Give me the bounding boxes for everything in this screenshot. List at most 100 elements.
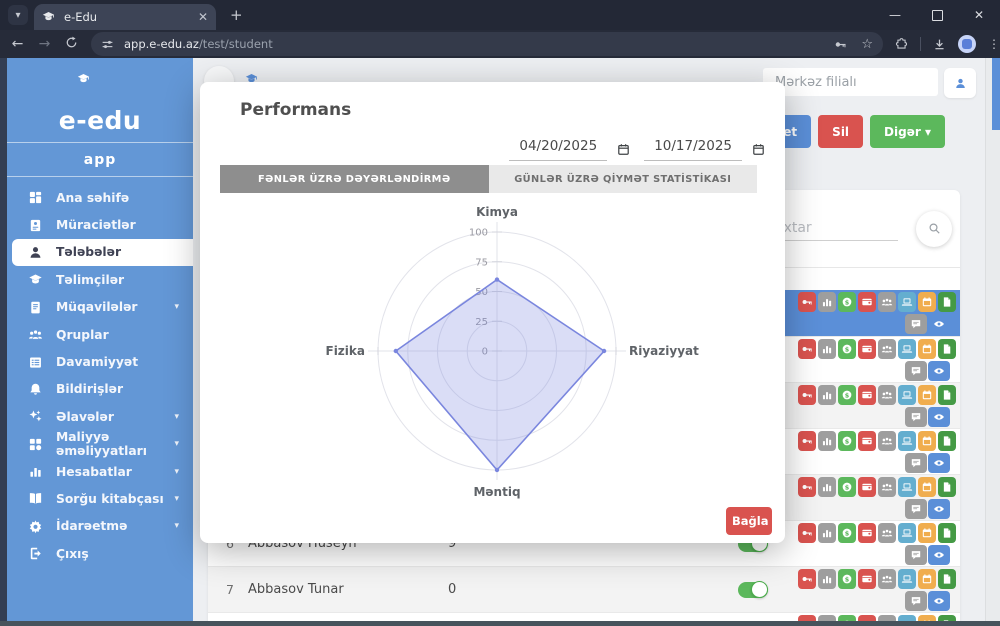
chart-action-button[interactable]: [817, 568, 836, 589]
users-action-button[interactable]: [877, 476, 896, 497]
file-action-button[interactable]: [937, 430, 956, 451]
chat-action-button[interactable]: [904, 590, 927, 611]
site-settings-icon[interactable]: [101, 38, 114, 51]
sidebar-item-notifications[interactable]: Bildirişlər: [7, 376, 193, 403]
wallet-action-button[interactable]: [857, 476, 876, 497]
wallet-action-button[interactable]: [857, 384, 876, 405]
window-close-button[interactable]: ✕: [973, 8, 985, 22]
eye-action-button[interactable]: [928, 406, 950, 427]
dollar-action-button[interactable]: $: [837, 430, 856, 451]
wallet-action-button[interactable]: [857, 430, 876, 451]
date-to-value[interactable]: 10/17/2025: [644, 138, 742, 161]
calendar-action-button[interactable]: [917, 476, 936, 497]
sidebar-item-groups[interactable]: Qruplar: [7, 321, 193, 348]
chat-action-button[interactable]: [904, 544, 927, 565]
wallet-action-button[interactable]: [857, 292, 876, 312]
browser-menu-icon[interactable]: ⋮: [988, 37, 1000, 51]
tab-search-button[interactable]: ▾: [8, 5, 28, 25]
eye-action-button[interactable]: [928, 452, 950, 473]
sidebar-item-reports[interactable]: Hesabatlar ▾: [7, 458, 193, 485]
chat-action-button[interactable]: [904, 360, 927, 381]
key-action-button[interactable]: [797, 568, 816, 589]
laptop-action-button[interactable]: [897, 338, 916, 359]
eye-action-button[interactable]: [928, 360, 950, 381]
chat-action-button[interactable]: [904, 452, 927, 473]
sidebar-item-dashboard[interactable]: Ana səhifə: [7, 184, 193, 211]
calendar-icon[interactable]: [617, 143, 630, 156]
file-action-button[interactable]: [937, 384, 956, 405]
dollar-action-button[interactable]: $: [837, 568, 856, 589]
forward-button[interactable]: →: [38, 36, 51, 52]
profile-avatar[interactable]: [958, 35, 976, 53]
laptop-action-button[interactable]: [897, 384, 916, 405]
page-scrollbar-thumb[interactable]: [992, 58, 1000, 130]
browser-tab[interactable]: e-Edu ✕: [34, 4, 216, 30]
table-row[interactable]: 7 Abbasov Tunar 0 $: [208, 566, 960, 612]
tab-daily-grade-statistics[interactable]: GÜNLƏR ÜZRƏ QİYMƏT STATİSTİKASI: [488, 165, 757, 193]
other-dropdown-button[interactable]: Digər ▾: [870, 115, 945, 148]
status-toggle[interactable]: [738, 580, 768, 598]
chart-action-button[interactable]: [817, 522, 836, 543]
address-bar[interactable]: app.e-edu.az/test/student ☆: [91, 32, 883, 56]
sidebar-item-applications[interactable]: Müraciətlər: [7, 211, 193, 238]
file-action-button[interactable]: [937, 338, 956, 359]
dollar-action-button[interactable]: $: [837, 522, 856, 543]
sidebar-item-student[interactable]: Tələbələr: [12, 238, 193, 267]
laptop-action-button[interactable]: [897, 522, 916, 543]
chart-action-button[interactable]: [817, 476, 836, 497]
chart-action-button[interactable]: [817, 430, 836, 451]
sidebar-item-extras[interactable]: Əlavələr ▾: [7, 403, 193, 430]
file-action-button[interactable]: [937, 292, 956, 312]
sidebar-item-handbook[interactable]: Sorğu kitabçası ▾: [7, 485, 193, 512]
users-action-button[interactable]: [877, 430, 896, 451]
sidebar-item-attendance[interactable]: Davamiyyət: [7, 348, 193, 375]
bookmark-star-icon[interactable]: ☆: [861, 36, 873, 52]
file-action-button[interactable]: [937, 568, 956, 589]
back-button[interactable]: ←: [11, 36, 24, 52]
chart-action-button[interactable]: [817, 384, 836, 405]
calendar-action-button[interactable]: [917, 384, 936, 405]
profile-person-button[interactable]: [944, 68, 976, 98]
password-key-icon[interactable]: [834, 38, 847, 51]
eye-action-button[interactable]: [928, 498, 950, 519]
laptop-action-button[interactable]: [897, 430, 916, 451]
users-action-button[interactable]: [877, 568, 896, 589]
search-button[interactable]: [916, 210, 952, 247]
wallet-action-button[interactable]: [857, 338, 876, 359]
reload-button[interactable]: [58, 36, 85, 53]
tab-close-icon[interactable]: ✕: [197, 10, 208, 24]
users-action-button[interactable]: [877, 384, 896, 405]
eye-action-button[interactable]: [928, 544, 950, 565]
delete-button[interactable]: Sil: [818, 115, 864, 148]
wallet-action-button[interactable]: [857, 522, 876, 543]
close-modal-button[interactable]: Bağla: [726, 507, 772, 535]
dollar-action-button[interactable]: $: [837, 384, 856, 405]
calendar-action-button[interactable]: [917, 338, 936, 359]
chart-action-button[interactable]: [817, 338, 836, 359]
calendar-action-button[interactable]: [917, 568, 936, 589]
calendar-action-button[interactable]: [917, 292, 936, 312]
sidebar-item-settings[interactable]: İdarəetmə ▾: [7, 513, 193, 540]
sidebar-item-finance[interactable]: Maliyyə əməliyyatları ▾: [7, 430, 193, 458]
date-from-field[interactable]: 04/20/2025: [509, 138, 630, 161]
chat-action-button[interactable]: [904, 406, 927, 427]
window-maximize-button[interactable]: [916, 0, 958, 30]
laptop-action-button[interactable]: [897, 568, 916, 589]
extensions-icon[interactable]: [895, 37, 908, 51]
sidebar-item-contracts[interactable]: Müqavilələr ▾: [7, 294, 193, 321]
date-from-value[interactable]: 04/20/2025: [509, 138, 608, 161]
file-action-button[interactable]: [937, 522, 956, 543]
sidebar-item-trainer[interactable]: Təlimçilər: [7, 266, 193, 293]
eye-action-button[interactable]: [928, 314, 950, 334]
table-row[interactable]: $: [208, 336, 960, 382]
key-action-button[interactable]: [797, 292, 816, 312]
dollar-action-button[interactable]: $: [837, 292, 856, 312]
page-scrollbar-track[interactable]: [985, 58, 1000, 621]
key-action-button[interactable]: [797, 338, 816, 359]
calendar-icon[interactable]: [752, 143, 765, 156]
chart-action-button[interactable]: [817, 292, 836, 312]
key-action-button[interactable]: [797, 476, 816, 497]
file-action-button[interactable]: [937, 476, 956, 497]
users-action-button[interactable]: [877, 522, 896, 543]
calendar-action-button[interactable]: [917, 430, 936, 451]
